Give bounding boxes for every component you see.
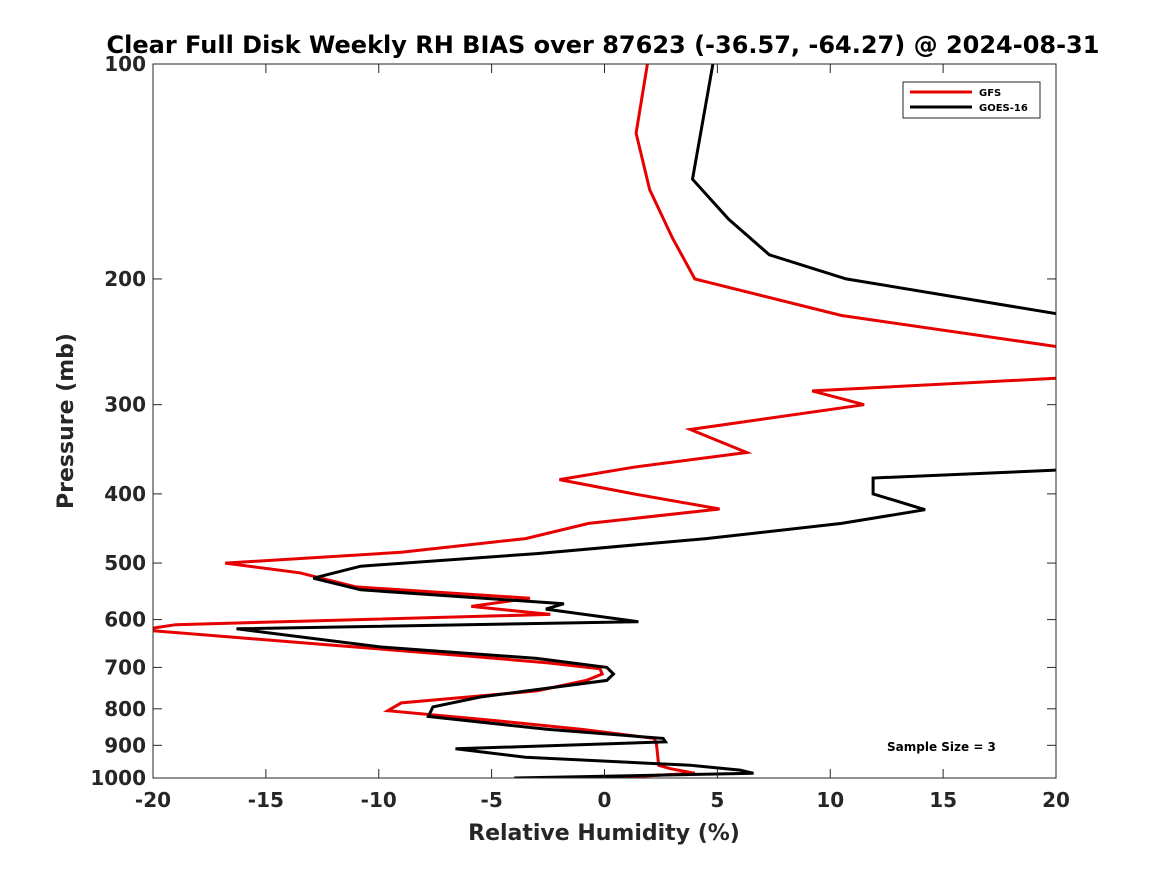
series-layer <box>153 64 1056 778</box>
y-tick-label: 800 <box>104 697 146 721</box>
y-tick-label: 300 <box>104 393 146 417</box>
x-tick-label: 5 <box>710 788 724 812</box>
y-tick-label: 900 <box>104 733 146 757</box>
series-line-goes16 <box>236 64 1056 778</box>
y-axis-label: Pressure (mb) <box>54 333 79 509</box>
x-tick-label: -15 <box>248 788 284 812</box>
y-tick-label: 200 <box>104 267 146 291</box>
x-tick-label: 10 <box>816 788 844 812</box>
y-tick-label: 400 <box>104 482 146 506</box>
legend: GFS GOES-16 <box>902 81 1041 119</box>
x-tick-label: 15 <box>929 788 957 812</box>
series-line-gfs <box>153 64 1056 778</box>
x-tick-label: -10 <box>361 788 397 812</box>
chart-title: Clear Full Disk Weekly RH BIAS over 8762… <box>107 31 1100 59</box>
legend-box <box>902 81 1041 119</box>
y-tick-label: 1000 <box>90 766 146 790</box>
x-tick-label: 20 <box>1042 788 1070 812</box>
y-tick-label: 100 <box>104 52 146 76</box>
legend-gfs-label: GFS <box>979 88 1001 99</box>
y-tick-label: 700 <box>104 655 146 679</box>
y-tick-label: 600 <box>104 608 146 632</box>
sample-size-annotation: Sample Size = 3 <box>887 740 996 754</box>
x-tick-label: 0 <box>598 788 612 812</box>
y-tick-label: 500 <box>104 551 146 575</box>
x-axis-label: Relative Humidity (%) <box>468 821 740 846</box>
axis-ticks: -20 -15 -10 -5 0 5 10 15 20 100 200 300 400 500 600 700… <box>90 52 1070 812</box>
legend-goes16-label: GOES-16 <box>979 103 1028 114</box>
plot-area <box>152 63 1057 779</box>
x-tick-label: -5 <box>481 788 503 812</box>
x-tick-label: -20 <box>135 788 171 812</box>
